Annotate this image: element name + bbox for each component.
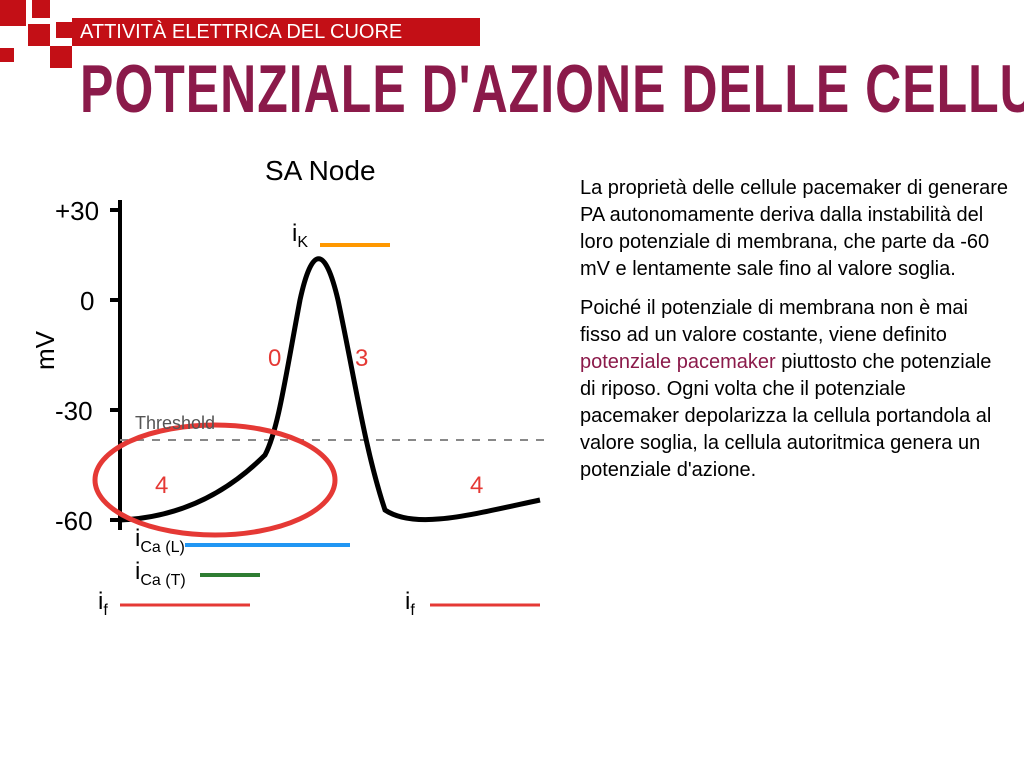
iCaT-sub: Ca (T) bbox=[140, 572, 185, 589]
p2-part-a: Poiché il potenziale di membrana non è m… bbox=[580, 297, 968, 346]
paragraph-2: Poiché il potenziale di membrana non è m… bbox=[580, 295, 1010, 484]
ytick-30: +30 bbox=[55, 196, 99, 227]
deco-block bbox=[50, 46, 72, 68]
deco-block bbox=[0, 0, 26, 26]
chart-title: SA Node bbox=[265, 155, 376, 187]
phase-4-right: 4 bbox=[470, 472, 483, 500]
ytick-0: 0 bbox=[80, 286, 94, 317]
description-text: La proprietà delle cellule pacemaker di … bbox=[580, 175, 1010, 496]
ytick-m30: -30 bbox=[55, 396, 93, 427]
phase-3: 3 bbox=[355, 345, 368, 373]
header-title: ATTIVITÀ ELETTRICA DEL CUORE bbox=[80, 21, 402, 43]
main-title: POTENZIALE D'AZIONE DELLE CELLULE PACEMA… bbox=[80, 50, 1024, 128]
phase-4-left: 4 bbox=[155, 472, 168, 500]
if-left-label: if bbox=[98, 588, 108, 620]
phase-0: 0 bbox=[268, 345, 281, 373]
y-axis-title: mV bbox=[30, 331, 61, 370]
if-left-sub: f bbox=[103, 602, 107, 619]
iCaL-sub: Ca (L) bbox=[140, 539, 184, 556]
ytick-m60: -60 bbox=[55, 506, 93, 537]
iCaL-label: iCa (L) bbox=[135, 525, 185, 557]
if-right-sub: f bbox=[410, 602, 414, 619]
deco-block bbox=[32, 0, 50, 18]
iCaT-label: iCa (T) bbox=[135, 558, 186, 590]
deco-block bbox=[0, 48, 14, 62]
threshold-label: Threshold bbox=[135, 413, 215, 434]
if-right-label: if bbox=[405, 588, 415, 620]
sa-node-chart: SA Node +30 0 -30 -60 mV Threshold 0 3 4… bbox=[20, 150, 570, 630]
iK-sub: K bbox=[297, 234, 308, 251]
p2-highlight: potenziale pacemaker bbox=[580, 351, 776, 373]
header-bar: ATTIVITÀ ELETTRICA DEL CUORE bbox=[72, 18, 480, 46]
deco-block bbox=[56, 22, 72, 38]
iK-label: iK bbox=[292, 220, 308, 252]
deco-block bbox=[28, 24, 50, 46]
paragraph-1: La proprietà delle cellule pacemaker di … bbox=[580, 175, 1010, 283]
